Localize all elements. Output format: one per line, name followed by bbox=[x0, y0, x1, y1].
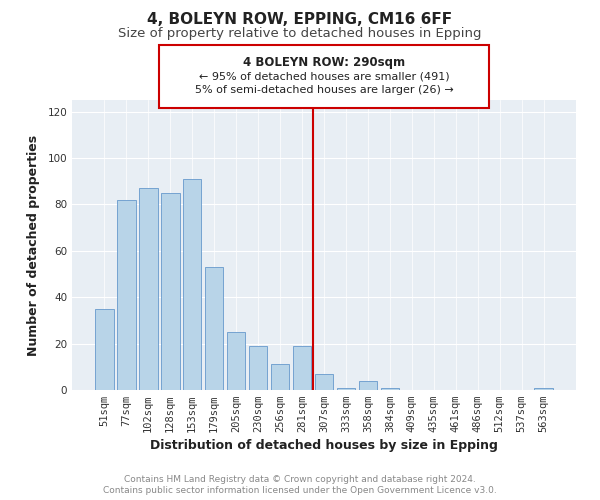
Bar bbox=[227, 332, 245, 390]
Bar bbox=[95, 309, 113, 390]
Bar bbox=[337, 388, 355, 390]
Bar bbox=[117, 200, 136, 390]
Bar bbox=[205, 267, 223, 390]
Text: 4, BOLEYN ROW, EPPING, CM16 6FF: 4, BOLEYN ROW, EPPING, CM16 6FF bbox=[148, 12, 452, 28]
Bar bbox=[271, 364, 289, 390]
Bar bbox=[183, 179, 202, 390]
Text: Size of property relative to detached houses in Epping: Size of property relative to detached ho… bbox=[118, 28, 482, 40]
Bar bbox=[314, 374, 334, 390]
Y-axis label: Number of detached properties: Number of detached properties bbox=[28, 134, 40, 356]
Bar bbox=[139, 188, 158, 390]
Bar bbox=[380, 388, 399, 390]
X-axis label: Distribution of detached houses by size in Epping: Distribution of detached houses by size … bbox=[150, 440, 498, 452]
Text: Contains public sector information licensed under the Open Government Licence v3: Contains public sector information licen… bbox=[103, 486, 497, 495]
Text: Contains HM Land Registry data © Crown copyright and database right 2024.: Contains HM Land Registry data © Crown c… bbox=[124, 475, 476, 484]
Text: 4 BOLEYN ROW: 290sqm: 4 BOLEYN ROW: 290sqm bbox=[243, 56, 405, 69]
Bar bbox=[161, 193, 179, 390]
Text: ← 95% of detached houses are smaller (491): ← 95% of detached houses are smaller (49… bbox=[199, 72, 449, 82]
Text: 5% of semi-detached houses are larger (26) →: 5% of semi-detached houses are larger (2… bbox=[194, 85, 454, 95]
Bar bbox=[293, 346, 311, 390]
Bar bbox=[359, 380, 377, 390]
Bar bbox=[249, 346, 268, 390]
Bar bbox=[535, 388, 553, 390]
